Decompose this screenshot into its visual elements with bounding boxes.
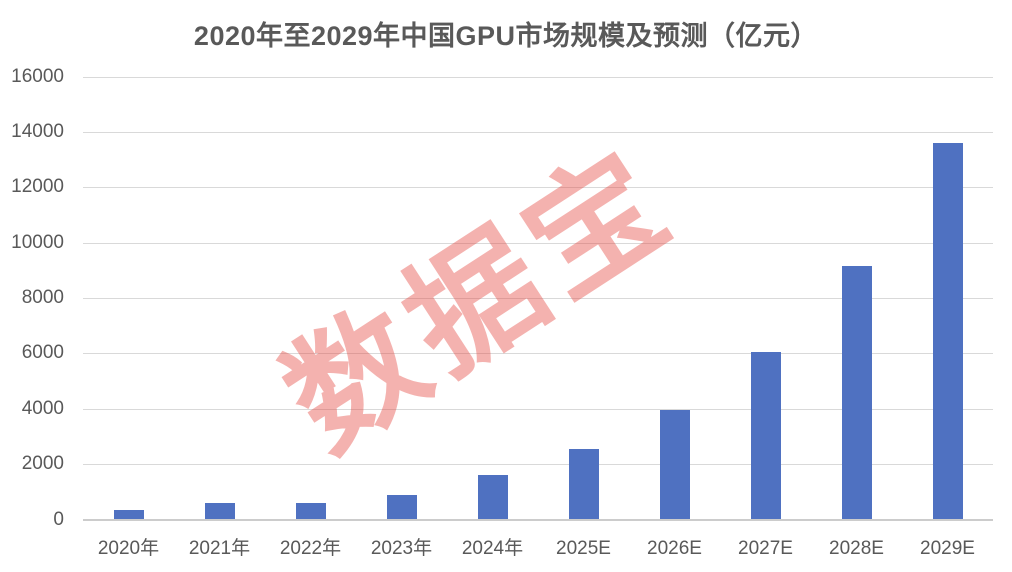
x-axis-tick-label: 2027E (738, 538, 793, 559)
x-axis-tick-label: 2024年 (461, 538, 524, 559)
gridline (83, 131, 993, 133)
gridline (83, 242, 993, 244)
bar-2028E (841, 266, 872, 520)
gridline (83, 187, 993, 189)
gridline (83, 298, 993, 299)
x-axis-tick-label: 2023年 (370, 538, 433, 559)
x-axis-tick-label: 2020年 (97, 538, 160, 559)
bar-2022年 (295, 502, 326, 520)
y-axis-tick-label: 14000 (11, 120, 64, 142)
x-axis-tick-label: 2029E (920, 538, 975, 559)
y-axis-tick-label: 8000 (21, 287, 64, 308)
bar-2021年 (204, 502, 235, 520)
x-axis-tick-label: 2028E (829, 538, 884, 559)
x-axis-tick-label: 2021年 (188, 538, 251, 559)
bar-2026E (659, 410, 690, 520)
x-axis-tick-label: 2022年 (279, 538, 342, 559)
bar-2025E (568, 448, 599, 520)
gridline (83, 464, 993, 466)
bar-2029E (932, 142, 963, 520)
gridline (83, 408, 993, 410)
bar-2023年 (386, 494, 417, 520)
chart-title: 2020年至2029年中国GPU市场规模及预测（亿元） (193, 21, 819, 51)
gridline (83, 76, 993, 78)
bar-2020年 (113, 509, 144, 520)
bar-2027E (750, 351, 781, 520)
x-axis-tick-label: 2026E (647, 538, 702, 559)
y-axis-tick-label: 2000 (21, 453, 64, 475)
y-axis-tick-label: 12000 (11, 176, 64, 198)
y-axis-tick-label: 16000 (11, 65, 64, 87)
y-axis-tick-label: 4000 (21, 397, 64, 419)
bar-2024年 (477, 475, 508, 520)
y-axis-tick-label: 6000 (21, 342, 64, 364)
gridline (83, 353, 993, 355)
x-axis-line (83, 518, 993, 521)
watermark-text: 数据宝 (261, 121, 699, 478)
x-axis-tick-label: 2025E (556, 538, 611, 559)
y-axis-tick-label: 10000 (11, 231, 64, 253)
y-axis-tick-label: 0 (53, 508, 64, 530)
